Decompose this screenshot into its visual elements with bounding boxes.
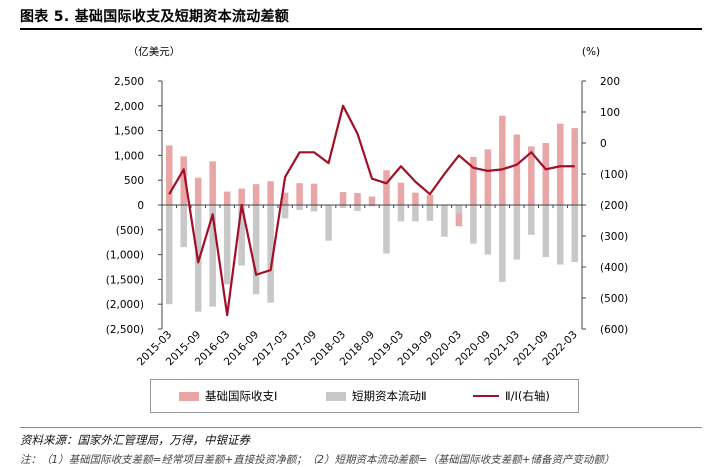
legend: 基础国际收支Ⅰ 短期资本流动Ⅱ Ⅱ/Ⅰ(右轴) (150, 379, 579, 413)
right-tick-label: (100) (600, 169, 628, 181)
bar-basic-bop (557, 123, 564, 205)
legend-label-short-term-capital: 短期资本流动Ⅱ (352, 389, 427, 403)
bar-basic-bop (499, 115, 506, 205)
left-axis: 2,500 2,000 1,500 1,000 500 0 (500) (1,000) (1,5… (106, 76, 162, 336)
left-tick-label: (1,000) (106, 250, 144, 262)
bar-short-term-capital (542, 205, 550, 258)
bar-short-term-capital (354, 205, 361, 211)
bar-basic-bop (484, 149, 492, 205)
bar-basic-bop (180, 156, 187, 205)
left-tick-label: (1,500) (106, 274, 144, 286)
bar-basic-bop (223, 191, 231, 205)
bar-short-term-capital (310, 205, 318, 212)
left-tick-label: (500) (116, 225, 144, 237)
bar-short-term-capital (267, 205, 274, 303)
left-tick-label: 1,500 (114, 126, 144, 138)
x-axis-labels: 2015-032015-092016-032016-092017-032017-… (135, 329, 580, 369)
right-tick-label: 200 (600, 76, 620, 88)
bar-short-term-capital (484, 205, 492, 255)
bar-basic-bop (296, 183, 303, 205)
bar-short-term-capital (528, 205, 535, 235)
bar-short-term-capital (397, 205, 405, 222)
bar-basic-bop (426, 195, 434, 205)
legend-swatch-ratio (473, 395, 499, 397)
bar-basic-bop (412, 192, 419, 205)
bar-short-term-capital (571, 205, 579, 263)
left-tick-label: (2,000) (106, 299, 144, 311)
bar-short-term-capital (412, 205, 419, 222)
right-axis: 200 100 0 (100) (200) (300) (400) (500) (600) (582, 76, 628, 336)
bar-short-term-capital (252, 205, 260, 295)
bar-short-term-capital (557, 205, 564, 265)
left-tick-label: 2,000 (114, 101, 144, 113)
bar-basic-bop (252, 184, 260, 205)
bar-basic-bop (339, 192, 347, 205)
left-tick-label: 1,000 (114, 150, 144, 162)
axis-lines (161, 81, 583, 329)
bar-short-term-capital (325, 205, 332, 241)
right-tick-label: (400) (600, 262, 628, 274)
bar-basic-bop (194, 177, 202, 205)
right-tick-label: (600) (600, 324, 628, 336)
left-tick-label: 500 (124, 175, 144, 187)
bar-basic-bop (354, 193, 361, 205)
legend-label-basic-bop: 基础国际收支Ⅰ (205, 389, 278, 403)
right-tick-label: (500) (600, 293, 628, 305)
left-tick-label: 0 (137, 200, 144, 212)
left-axis-unit: （亿美元） (128, 45, 181, 58)
left-tick-label: (2,500) (106, 324, 144, 336)
combo-chart: （亿美元） (%) 2,500 2,000 1,500 1,000 500 0 (500) (… (106, 45, 629, 369)
bar-basic-bop (455, 205, 463, 227)
bar-short-term-capital (513, 205, 521, 260)
left-tick-label: 2,500 (114, 76, 144, 88)
bar-short-term-capital (238, 205, 245, 266)
bar-short-term-capital (426, 205, 434, 221)
right-axis-unit: (%) (582, 46, 600, 58)
bar-basic-bop (209, 161, 216, 205)
bar-basic-bop (528, 146, 535, 205)
bar-basic-bop (267, 181, 274, 205)
ratio-line-series (168, 104, 575, 317)
bar-short-term-capital (209, 205, 216, 307)
legend-item-short-term-capital: 短期资本流动Ⅱ (326, 380, 427, 412)
bar-short-term-capital (281, 205, 289, 219)
bar-basic-bop (397, 182, 405, 205)
bar-short-term-capital (165, 205, 173, 305)
bar-short-term-capital (441, 205, 448, 237)
bar-short-term-capital (455, 205, 463, 214)
bar-short-term-capital (368, 205, 376, 207)
bar-short-term-capital (296, 205, 303, 210)
bar-basic-bop (165, 145, 173, 205)
bar-short-term-capital (180, 205, 187, 248)
bar-short-term-capital (470, 205, 477, 244)
title-divider (20, 28, 702, 30)
bar-short-term-capital (383, 205, 390, 254)
bar-short-term-capital (223, 205, 231, 285)
bar-basic-bop (542, 143, 550, 205)
ratio-line (168, 104, 575, 317)
legend-label-ratio: Ⅱ/Ⅰ(右轴) (505, 389, 550, 403)
bar-basic-bop (513, 134, 521, 205)
bar-basic-bop (368, 196, 376, 205)
bar-basic-bop (470, 156, 477, 205)
bar-short-term-capital (339, 205, 347, 208)
bar-basic-bop (383, 170, 390, 205)
legend-item-basic-bop: 基础国际收支Ⅰ (179, 380, 277, 412)
bar-short-term-capital (499, 205, 506, 282)
bar-series (165, 115, 579, 312)
bar-basic-bop (310, 183, 318, 205)
right-tick-label: 0 (600, 138, 607, 150)
right-tick-label: 100 (600, 107, 620, 119)
footer-divider (20, 427, 702, 428)
legend-swatch-basic-bop (179, 391, 199, 401)
legend-item-ratio: Ⅱ/Ⅰ(右轴) (473, 380, 550, 412)
bar-basic-bop (238, 188, 245, 205)
right-tick-label: (300) (600, 231, 628, 243)
footnote: 注：（1）基础国际收支差额=经常项目差额+直接投资净额；（2）短期资本流动差额=… (20, 454, 615, 466)
legend-swatch-short-term-capital (326, 391, 346, 401)
bar-basic-bop (281, 192, 289, 205)
figure-title: 图表 5. 基础国际收支及短期资本流动差额 (20, 9, 290, 25)
source-note: 资料来源：国家外汇管理局，万得，中银证券 (20, 433, 250, 447)
right-tick-label: (200) (600, 200, 628, 212)
